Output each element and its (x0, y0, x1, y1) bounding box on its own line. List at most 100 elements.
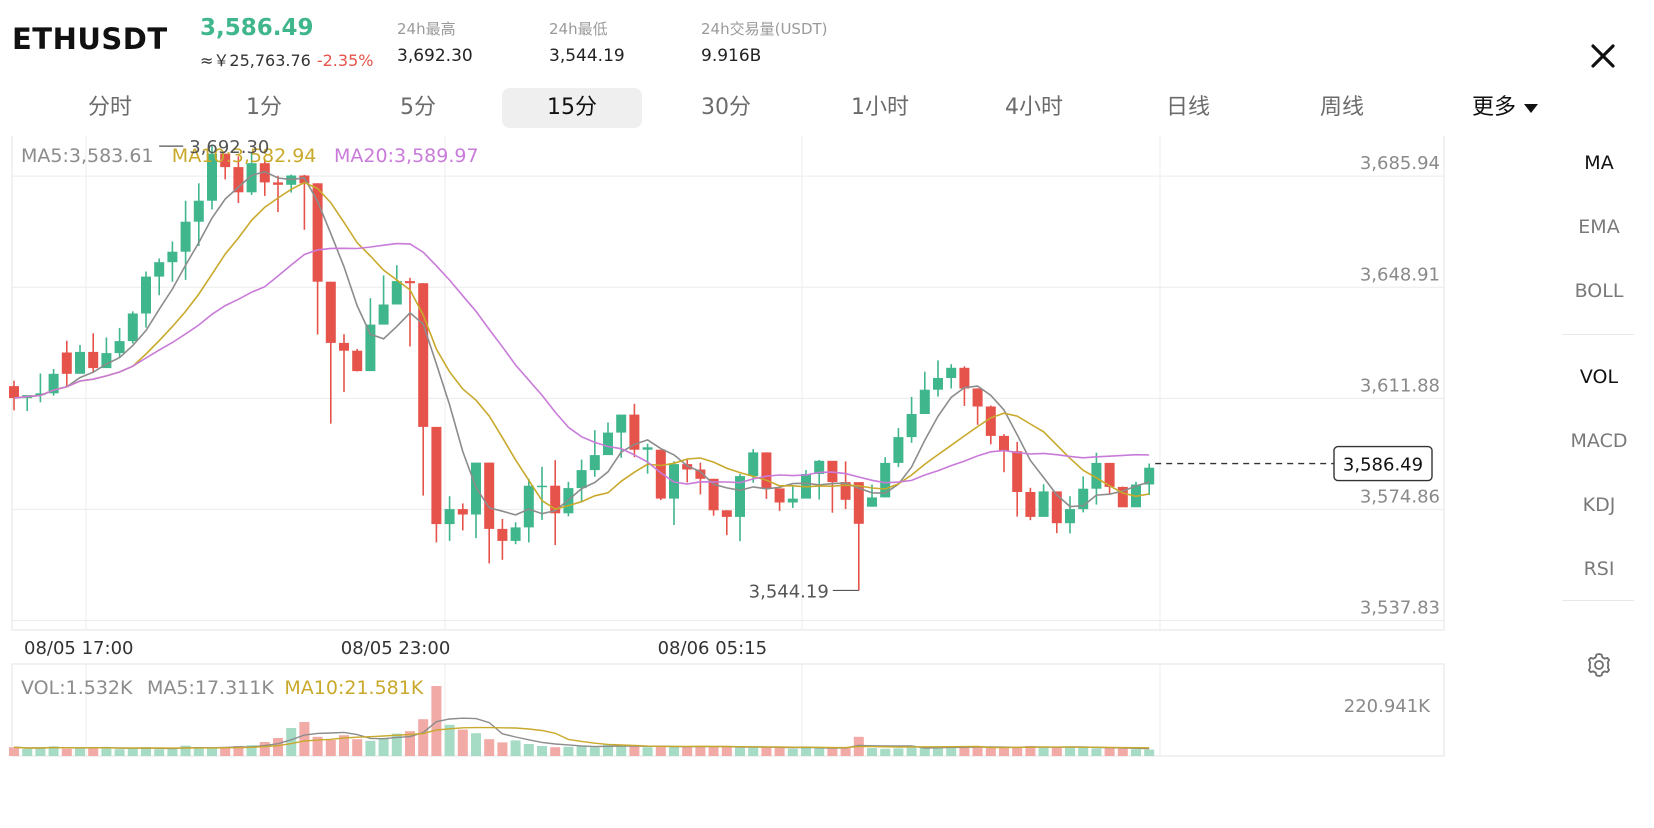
tab-5m[interactable]: 5分 (400, 95, 436, 120)
candle-down (695, 469, 706, 479)
candle-down (418, 283, 429, 427)
volume-legend-ma5: MA5:17.311K (147, 677, 274, 699)
indicator-macd[interactable]: MACD (1570, 430, 1628, 452)
cny-price-row: ≈￥25,763.76 -2.35% (200, 47, 373, 71)
tab-4h[interactable]: 4小时 (1005, 95, 1063, 120)
volume-ma10-line (13, 726, 1150, 749)
candle-up (642, 447, 653, 450)
volume-bar-up (906, 747, 917, 756)
volume-bar-up (246, 745, 257, 756)
candle-up (616, 414, 627, 433)
kline-chart[interactable]: 3,685.94 3,648.91 3,611.88 3,574.86 3,537.83… (0, 131, 1654, 816)
volume-bar-down (985, 746, 996, 756)
candle-up (101, 353, 112, 369)
volume-bar-down (840, 747, 851, 756)
last-price: 3,586.49 (200, 15, 314, 41)
y-tick-label: 3,685.94 (1360, 153, 1440, 174)
indicator-boll[interactable]: BOLL (1574, 280, 1624, 302)
volume-bar-up (787, 748, 798, 756)
candle-up (48, 373, 59, 394)
volume-bar-down (655, 746, 666, 756)
candle-down (497, 528, 508, 541)
symbol-title: ETHUSDT (12, 22, 168, 56)
volume-bar-up (35, 748, 46, 756)
candle-down (708, 478, 719, 511)
candle-down (352, 350, 363, 372)
tab-1m[interactable]: 1分 (246, 95, 282, 120)
tab-15m[interactable]: 15分 (502, 88, 642, 128)
volume-bar-down (88, 748, 99, 756)
current-price-tag (1333, 445, 1433, 482)
volume-bar-up (378, 738, 389, 756)
stat-value: 3,544.19 (549, 46, 625, 66)
candle-down (273, 182, 283, 185)
candle-up (603, 432, 613, 456)
tab-more[interactable]: 更多 (1450, 88, 1560, 128)
volume-bar-down (273, 738, 283, 756)
volume-bar-up (669, 746, 679, 756)
volume-bar-down (682, 747, 693, 756)
candle-up (207, 153, 217, 201)
volume-bar-up (127, 748, 138, 756)
candle-down (761, 452, 772, 489)
candle-up (444, 509, 455, 525)
tab-daily[interactable]: 日线 (1165, 95, 1210, 120)
close-button[interactable] (1585, 38, 1621, 74)
candle-down (721, 510, 732, 517)
candle-up (114, 341, 125, 354)
ma10-line (13, 181, 1150, 511)
volume-bar-down (999, 748, 1009, 756)
volume-bar-down (629, 746, 640, 756)
indicator-kdj[interactable]: KDJ (1582, 494, 1616, 516)
candle-down (682, 464, 693, 470)
indicator-ma[interactable]: MA (1584, 152, 1614, 174)
y-tick-label: 3,537.83 (1360, 598, 1440, 619)
current-price-label: 3,586.49 (1343, 455, 1423, 476)
candle-up (167, 251, 178, 263)
candle-down (959, 367, 970, 389)
volume-bar-down (233, 746, 244, 756)
candle-up (35, 393, 46, 396)
candle-up (735, 476, 745, 517)
stat-24h-low: 24h最低 3,544.19 (549, 18, 625, 66)
candle-up (933, 378, 943, 390)
stat-label: 24h最低 (549, 20, 608, 38)
indicator-ema[interactable]: EMA (1578, 216, 1620, 238)
candle-up (906, 414, 917, 438)
indicator-vol[interactable]: VOL (1579, 366, 1619, 388)
candle-down (259, 163, 270, 183)
volume-bar-up (589, 747, 600, 756)
volume-bar-down (352, 739, 363, 756)
tab-weekly[interactable]: 周线 (1319, 95, 1364, 120)
indicator-rsi[interactable]: RSI (1583, 558, 1615, 580)
candle-up (880, 462, 891, 498)
volume-bar-down (312, 736, 323, 756)
tab-1h[interactable]: 1小时 (851, 95, 909, 120)
caret-down-icon (1524, 103, 1538, 113)
indicator-settings-button[interactable] (1584, 650, 1614, 680)
kline-chart-area[interactable]: 3,685.94 3,648.91 3,611.88 3,574.86 3,537.83… (0, 131, 1654, 816)
tab-time-share[interactable]: 分时 (87, 95, 132, 120)
candle-down (431, 426, 442, 525)
volume-bar-down (259, 742, 270, 756)
candle-up (180, 221, 191, 252)
low-price-label: 3,544.19 (749, 581, 829, 602)
volume-bar-down (1117, 748, 1128, 756)
volume-legend-vol: VOL:1.532K (21, 677, 133, 699)
volume-bar-up (1078, 747, 1089, 756)
volume-bar-up (576, 745, 587, 756)
volume-bar-down (695, 746, 706, 756)
volume-bar-up (101, 747, 112, 756)
volume-bar-down (405, 731, 415, 756)
candle-down (629, 414, 640, 450)
candle-down (484, 462, 495, 529)
volume-bar-up (642, 747, 653, 756)
stat-value: 3,692.30 (397, 46, 473, 66)
volume-bar-up (880, 748, 891, 756)
tab-30m[interactable]: 30分 (701, 95, 751, 120)
stat-24h-high: 24h最高 3,692.30 (397, 18, 473, 66)
volume-bar-up (391, 733, 402, 756)
volume-bar-down (774, 748, 785, 756)
volume-bar-up (444, 724, 455, 756)
volume-ma5-line (13, 717, 1150, 750)
